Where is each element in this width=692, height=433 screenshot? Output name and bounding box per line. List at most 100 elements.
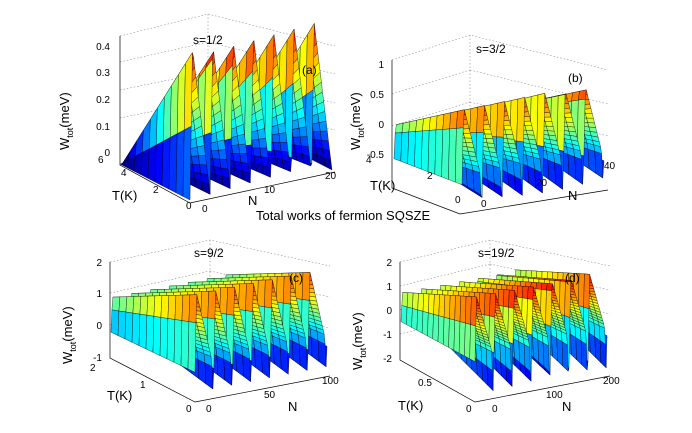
surface-cell xyxy=(465,142,475,148)
surface-cell xyxy=(160,295,170,319)
surface-cell xyxy=(427,129,437,175)
surface-cell xyxy=(554,162,563,190)
surface-cell xyxy=(146,295,156,317)
panel-b-n-tick: 0 xyxy=(481,199,487,210)
panel-c-n-label: N xyxy=(288,399,297,414)
surface-cell xyxy=(505,134,515,140)
panel-a-n-tick: 20 xyxy=(325,171,337,182)
surface-cell xyxy=(544,121,554,127)
surface-cell xyxy=(503,124,512,130)
surface-cell xyxy=(412,292,419,311)
surface-cell xyxy=(159,317,169,360)
panel-b-z-ticks: 1 0.5 0 -0.5 xyxy=(367,60,385,161)
surface-cell xyxy=(197,359,207,385)
surface-cell xyxy=(298,126,308,138)
panel-b-n-label: N xyxy=(568,188,577,203)
surface-cell xyxy=(226,287,235,316)
surface-cell xyxy=(166,318,176,363)
surface-cell xyxy=(299,344,308,371)
panel-c-n-tick: 100 xyxy=(322,376,339,387)
surface-cell xyxy=(257,279,266,308)
surface-cell xyxy=(152,316,162,356)
surface-cell xyxy=(301,145,310,157)
surface-cell xyxy=(161,137,171,190)
surface-cell xyxy=(110,309,120,336)
surface-cell xyxy=(216,355,225,381)
surface-cell xyxy=(279,142,289,153)
surface-cell xyxy=(187,321,197,373)
surface-cell xyxy=(145,314,155,353)
surface-cell xyxy=(578,89,587,101)
surface-cell xyxy=(125,296,135,314)
surface-cell xyxy=(299,136,309,147)
surface-cell xyxy=(594,151,603,179)
surface-cell xyxy=(111,296,121,312)
surface-cell xyxy=(536,93,545,147)
surface-cell xyxy=(184,51,193,131)
panel-c-tag: (c) xyxy=(289,271,303,285)
surface-cell xyxy=(543,116,553,122)
panel-b-z-tick: -0.5 xyxy=(367,150,385,161)
surface-cell xyxy=(219,287,228,315)
surface-cell xyxy=(138,313,148,350)
panel-a-n-ticks: 0 10 20 xyxy=(202,171,337,215)
surface-cell xyxy=(414,130,423,170)
panel-b-n-tick: 20 xyxy=(536,178,548,189)
surface-cell xyxy=(173,319,183,366)
surface-cell xyxy=(198,155,207,166)
panel-a-z-tick: 0 xyxy=(104,148,110,159)
panel-b-z-label: Wtot(meV) xyxy=(348,92,366,150)
surface-cell xyxy=(219,158,229,170)
panel-b-t-tick: 2 xyxy=(427,171,433,182)
surface-cell xyxy=(235,351,244,377)
panel-c: s=9/2 (c) 2 1 0 -1 2 1 0 0 50 100 Wtot(m… xyxy=(60,239,339,415)
panel-c-z-tick: 2 xyxy=(96,258,102,269)
panel-b-n-ticks: 0 20 40 xyxy=(481,161,616,210)
panel-a-n-label: N xyxy=(248,193,257,208)
panel-b-tag: (b) xyxy=(568,71,583,85)
panel-a-z-tick: 0.4 xyxy=(96,42,110,53)
surface-cell xyxy=(547,130,556,137)
figure-caption: Total works of fermion SQSZE xyxy=(256,208,430,223)
surface-cell xyxy=(417,293,424,312)
surface-cell xyxy=(462,128,471,134)
panel-a-t-tick: 0 xyxy=(186,201,192,212)
surface-cell xyxy=(313,131,322,141)
surface-cell xyxy=(124,311,134,343)
surface-cell xyxy=(567,126,576,132)
surface-cell xyxy=(231,144,241,154)
panel-a-t-label: T(K) xyxy=(112,188,137,203)
surface-cell xyxy=(252,147,262,157)
surface-cell xyxy=(188,294,198,323)
surface-cell xyxy=(400,305,408,325)
surface-cell xyxy=(251,139,261,149)
surface-cell xyxy=(174,294,184,321)
surface-cell xyxy=(244,70,253,146)
surface-cell xyxy=(239,153,249,164)
surface-cell xyxy=(147,144,157,183)
surface-cell xyxy=(411,308,418,331)
surface-cell xyxy=(245,283,254,312)
surface-cell xyxy=(583,108,593,114)
panel-b-t-tick: 4 xyxy=(366,155,372,166)
surface-cell xyxy=(182,126,192,201)
panel-a-title: s=1/2 xyxy=(193,33,223,47)
surface-cell xyxy=(117,310,127,340)
surface-cell xyxy=(140,148,150,179)
surface-cell xyxy=(516,97,525,143)
surface-cell xyxy=(207,290,216,320)
surface-cell xyxy=(132,296,142,315)
surface-cell xyxy=(585,113,594,119)
surface-cell xyxy=(463,133,472,139)
panel-c-n-ticks: 0 50 100 xyxy=(206,376,339,415)
surface-cell xyxy=(265,34,275,85)
panel-c-z-ticks: 2 1 0 -1 xyxy=(93,258,102,364)
surface-cell xyxy=(400,131,409,165)
surface-cell xyxy=(586,117,595,124)
surface-cell xyxy=(167,295,177,320)
panel-b-t-label: T(K) xyxy=(370,178,395,193)
surface-cell xyxy=(456,109,465,129)
panel-c-z-tick: 0 xyxy=(96,321,102,332)
surface-cell xyxy=(131,312,141,346)
